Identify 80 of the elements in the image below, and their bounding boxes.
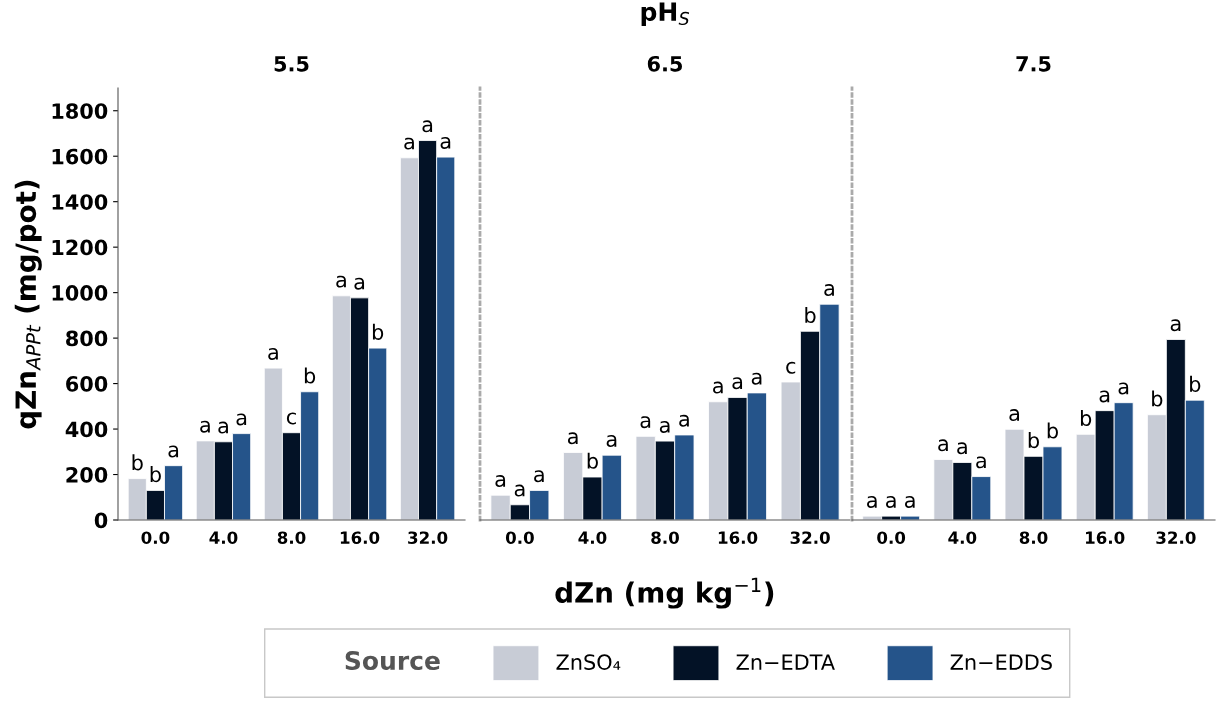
x-tick-label: 32.0 <box>790 531 830 545</box>
data-label: a <box>1170 319 1181 332</box>
data-label: a <box>534 470 544 483</box>
data-label: c <box>786 361 796 374</box>
legend-label: Zn−EDTA <box>736 654 835 670</box>
data-label: a <box>336 275 346 288</box>
data-label: a <box>713 381 723 394</box>
y-tick-label: 400 <box>65 421 108 438</box>
x-tick-label: 16.0 <box>718 531 758 545</box>
data-label: a <box>218 421 228 434</box>
data-label: b <box>1047 422 1058 439</box>
x-tick-label: 0.0 <box>877 531 906 545</box>
data-label: a <box>567 432 578 445</box>
data-label: a <box>422 120 433 133</box>
data-label: c <box>286 412 296 425</box>
x-tick-label: 16.0 <box>1086 531 1125 545</box>
data-label: a <box>268 347 278 360</box>
y-tick-label: 1600 <box>52 148 108 165</box>
data-label: a <box>606 435 617 447</box>
data-label: a <box>168 445 179 458</box>
data-label: a <box>640 416 651 429</box>
data-label: a <box>904 495 915 508</box>
x-tick-label: 8.0 <box>277 531 306 545</box>
data-label: a <box>1099 390 1110 403</box>
data-label: b <box>150 466 161 483</box>
legend-title: Source <box>345 651 440 671</box>
data-label: a <box>236 413 247 426</box>
data-label: b <box>132 454 143 471</box>
y-tick-label: 600 <box>66 376 108 392</box>
x-tick-label: 16.0 <box>340 531 380 545</box>
chart-title: 5.5 <box>274 56 309 72</box>
y-tick-label: 0 <box>94 512 108 529</box>
data-label: a <box>1118 382 1129 395</box>
data-label: a <box>440 136 451 149</box>
x-tick-label: 0.0 <box>505 531 534 545</box>
x-tick-label: 32.0 <box>1156 531 1196 545</box>
data-label: b <box>1080 409 1092 427</box>
y-tick-label: 800 <box>66 330 108 347</box>
data-label: a <box>751 372 762 385</box>
y-tick-label: 1000 <box>52 285 108 301</box>
y-tick-label: 1400 <box>52 194 108 210</box>
data-label: b <box>587 452 598 469</box>
x-tick-label: 4.0 <box>948 531 977 545</box>
chart-title: 6.5 <box>647 55 682 72</box>
data-label: a <box>679 414 689 427</box>
data-label: b <box>1028 432 1039 449</box>
legend-label: ZnSO₄ <box>556 654 621 670</box>
data-label: a <box>200 420 210 433</box>
x-tick-label: 32.0 <box>408 531 448 545</box>
data-label: a <box>976 456 986 469</box>
data-label: b <box>372 323 384 340</box>
data-label: a <box>1009 409 1020 422</box>
legend-label: Zn−EDDS <box>950 654 1052 670</box>
x-axis-title: dZn (mg kg$^{−1}$) <box>555 577 774 609</box>
chart-title: 7.5 <box>1016 56 1051 72</box>
data-label: b <box>1152 390 1163 407</box>
y-tick-label: 200 <box>66 466 108 483</box>
data-label: b <box>1190 375 1201 392</box>
data-label: a <box>659 420 670 433</box>
data-label: a <box>514 484 525 497</box>
x-tick-label: 0.0 <box>141 531 170 545</box>
x-tick-label: 4.0 <box>578 531 607 545</box>
text: pH$_{S}$ <box>641 2 690 26</box>
x-tick-label: 4.0 <box>209 531 238 545</box>
data-label: a <box>867 495 877 508</box>
data-label: a <box>824 284 834 297</box>
x-tick-label: 8.0 <box>651 531 679 545</box>
data-label: a <box>957 442 967 455</box>
y-axis-title: qZn$_{APPt}$ (mg/pot) <box>14 180 42 429</box>
y-tick-label: 1200 <box>52 239 108 256</box>
data-label: a <box>495 475 506 488</box>
x-tick-label: 8.0 <box>1019 531 1048 545</box>
y-tick-label: 1800 <box>52 103 108 119</box>
data-label: a <box>886 495 896 508</box>
data-label: a <box>404 137 414 150</box>
data-label: b <box>805 306 816 324</box>
data-label: a <box>732 377 743 390</box>
data-label: b <box>304 367 316 384</box>
data-label: a <box>938 439 948 452</box>
data-label: a <box>354 277 365 290</box>
